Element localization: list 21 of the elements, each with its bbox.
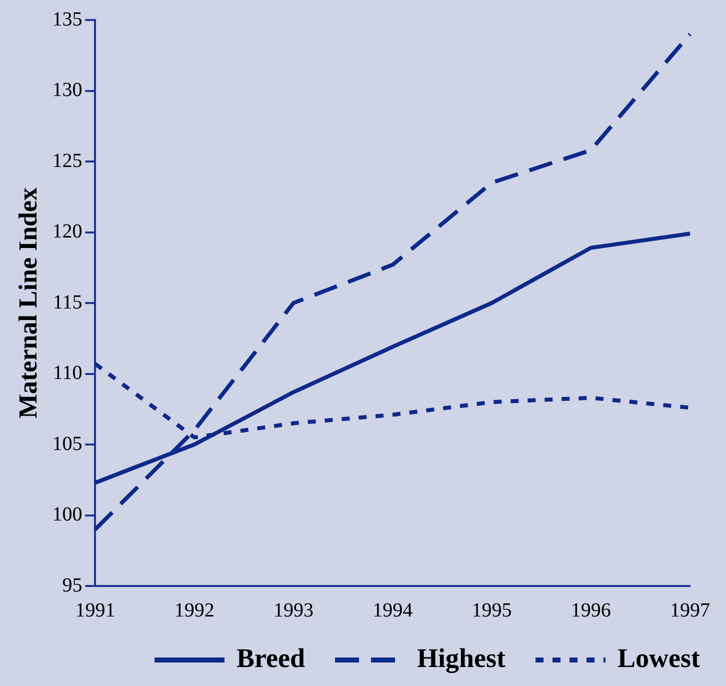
y-tick-label: 130 xyxy=(52,79,82,101)
y-axis-title: Maternal Line Index xyxy=(13,187,42,419)
x-tick-label: 1991 xyxy=(75,599,116,622)
legend-label: Highest xyxy=(417,642,506,673)
x-tick-label: 1996 xyxy=(570,599,611,622)
legend-label: Breed xyxy=(236,642,306,673)
y-tick-label: 105 xyxy=(52,432,82,455)
line-series xyxy=(93,32,692,532)
y-tick-label: 135 xyxy=(52,8,82,30)
x-tick-label: 1994 xyxy=(372,599,413,622)
x-tick-label: 1997 xyxy=(670,599,710,622)
y-tick-label: 120 xyxy=(52,220,82,242)
x-tick-label: 1992 xyxy=(174,599,214,622)
x-tick-label: 1995 xyxy=(472,599,512,622)
y-tick-label: 115 xyxy=(52,291,82,314)
y-tick-label: 110 xyxy=(52,362,82,384)
legend-label: Lowest xyxy=(618,642,700,673)
y-tick-label: 95 xyxy=(62,574,82,596)
y-tick-label: 125 xyxy=(52,150,82,172)
y-tick-label: 100 xyxy=(52,504,82,526)
x-tick-label: 1993 xyxy=(273,599,314,622)
